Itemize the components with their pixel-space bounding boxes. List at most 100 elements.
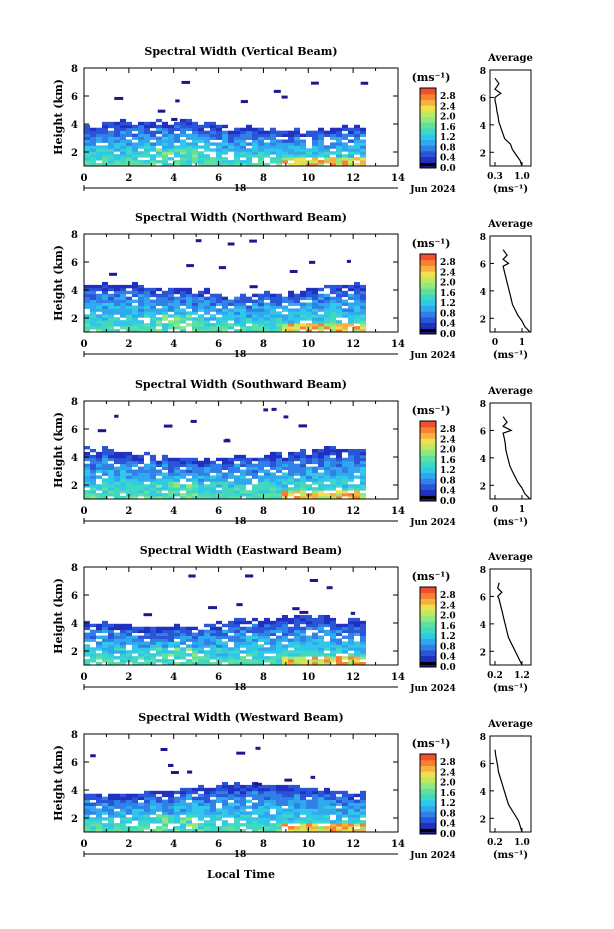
heatmap-cell: [186, 823, 192, 827]
heatmap-cell: [216, 647, 222, 651]
heatmap-cell: [336, 796, 342, 801]
heatmap-cell: [90, 139, 96, 143]
heatmap-cell: [108, 157, 114, 161]
heatmap-cell: [227, 242, 235, 246]
heatmap-cell: [102, 481, 108, 485]
heatmap-cell: [270, 457, 276, 462]
heatmap-cell: [252, 656, 258, 660]
heatmap-cell: [360, 829, 366, 833]
heatmap-cell: [126, 457, 132, 462]
heatmap-cell: [246, 811, 252, 815]
heatmap-cell: [300, 290, 306, 295]
heatmap-cell: [180, 487, 186, 491]
heatmap-cell: [270, 130, 276, 135]
heatmap-cell: [300, 632, 306, 636]
heatmap-cell: [234, 133, 240, 137]
heatmap-cell: [354, 829, 360, 833]
colorbar-swatch: [420, 99, 436, 106]
heatmap-cell: [240, 796, 246, 801]
heatmap-cell: [216, 323, 222, 327]
heatmap-cell: [228, 317, 234, 321]
heatmap-cell: [186, 829, 192, 833]
heatmap-cell: [318, 820, 324, 824]
colorbar-swatch: [420, 455, 436, 462]
heatmap-cell: [306, 302, 312, 306]
heatmap-cell: [126, 308, 132, 312]
heatmap-cell: [246, 826, 252, 830]
heatmap-cell: [312, 460, 318, 465]
x-tick-label: 2: [125, 339, 132, 350]
heatmap-cell: [216, 302, 222, 306]
heatmap-cell: [174, 650, 180, 654]
heatmap-cell: [102, 653, 108, 657]
heatmap-cell: [270, 623, 276, 628]
heatmap-cell: [240, 317, 246, 321]
heatmap-cell: [348, 163, 354, 167]
heatmap-cell: [222, 814, 228, 818]
heatmap-cell: [300, 308, 306, 312]
heatmap-cell: [108, 650, 114, 654]
heatmap-cell: [108, 326, 114, 330]
heatmap-cell: [144, 484, 150, 488]
heatmap-cell: [270, 314, 276, 318]
heatmap-cell: [84, 490, 90, 494]
heatmap-cell: [174, 635, 180, 639]
heatmap-cell: [330, 799, 336, 803]
heatmap-cell: [84, 320, 90, 324]
heatmap-cell: [186, 796, 192, 801]
heatmap-cell: [318, 287, 324, 292]
heatmap-cell: [96, 635, 102, 639]
colorbar-frame: [419, 253, 437, 335]
heatmap-cell: [204, 163, 210, 167]
heatmap-cell: [354, 290, 360, 295]
heatmap-cell: [294, 656, 300, 660]
heatmap-cell: [258, 620, 264, 625]
heatmap-cell: [102, 647, 108, 651]
heatmap-cell: [228, 308, 234, 312]
heatmap-cell: [96, 662, 102, 666]
heatmap-cell: [114, 496, 120, 500]
heatmap-cell: [354, 808, 360, 812]
heatmap-cell: [198, 130, 204, 135]
heatmap-cell: [144, 820, 150, 824]
heatmap-cell: [246, 466, 252, 470]
heatmap-cell: [138, 136, 144, 140]
heatmap-cell: [180, 145, 186, 149]
heatmap-cell: [294, 308, 300, 312]
heatmap-cell: [84, 823, 90, 827]
heatmap-cell: [282, 656, 288, 660]
heatmap-cell: [186, 793, 192, 798]
heatmap-cell: [84, 142, 90, 146]
heatmap-cell: [90, 145, 96, 149]
heatmap-cell: [306, 475, 312, 479]
heatmap-cell: [204, 820, 210, 824]
heatmap-cell: [300, 802, 306, 806]
heatmap-cell: [102, 826, 108, 830]
heatmap-cell: [294, 641, 300, 645]
heatmap-cell: [174, 314, 180, 318]
heatmap-cell: [192, 320, 198, 324]
heatmap-cell: [270, 799, 276, 803]
heatmap-cell: [84, 481, 90, 485]
heatmap-cell: [156, 308, 162, 312]
heatmap-cell: [300, 326, 306, 330]
heatmap-cell: [132, 284, 138, 289]
heatmap-cell: [102, 484, 108, 488]
heatmap-cell: [270, 466, 276, 470]
x-axis-label: Local Time: [207, 868, 275, 881]
x-tick-label: 8: [260, 506, 267, 517]
heatmap-cell: [90, 659, 96, 663]
heatmap-cell: [96, 314, 102, 318]
heatmap-cell: [306, 305, 312, 309]
heatmap-cell: [348, 302, 354, 306]
heatmap-cell: [144, 629, 150, 634]
heatmap-cell: [132, 127, 138, 132]
heatmap: [84, 574, 366, 666]
heatmap-cell: [270, 451, 276, 456]
heatmap-cell: [102, 463, 108, 468]
heatmap-cell: [360, 475, 366, 479]
heatmap-cell: [138, 287, 144, 292]
heatmap-cell: [162, 148, 168, 152]
panel-1: Spectral Width (Vertical Beam)0 2 4 6 8 10 12 1…: [52, 45, 533, 195]
heatmap-cell: [90, 157, 96, 161]
